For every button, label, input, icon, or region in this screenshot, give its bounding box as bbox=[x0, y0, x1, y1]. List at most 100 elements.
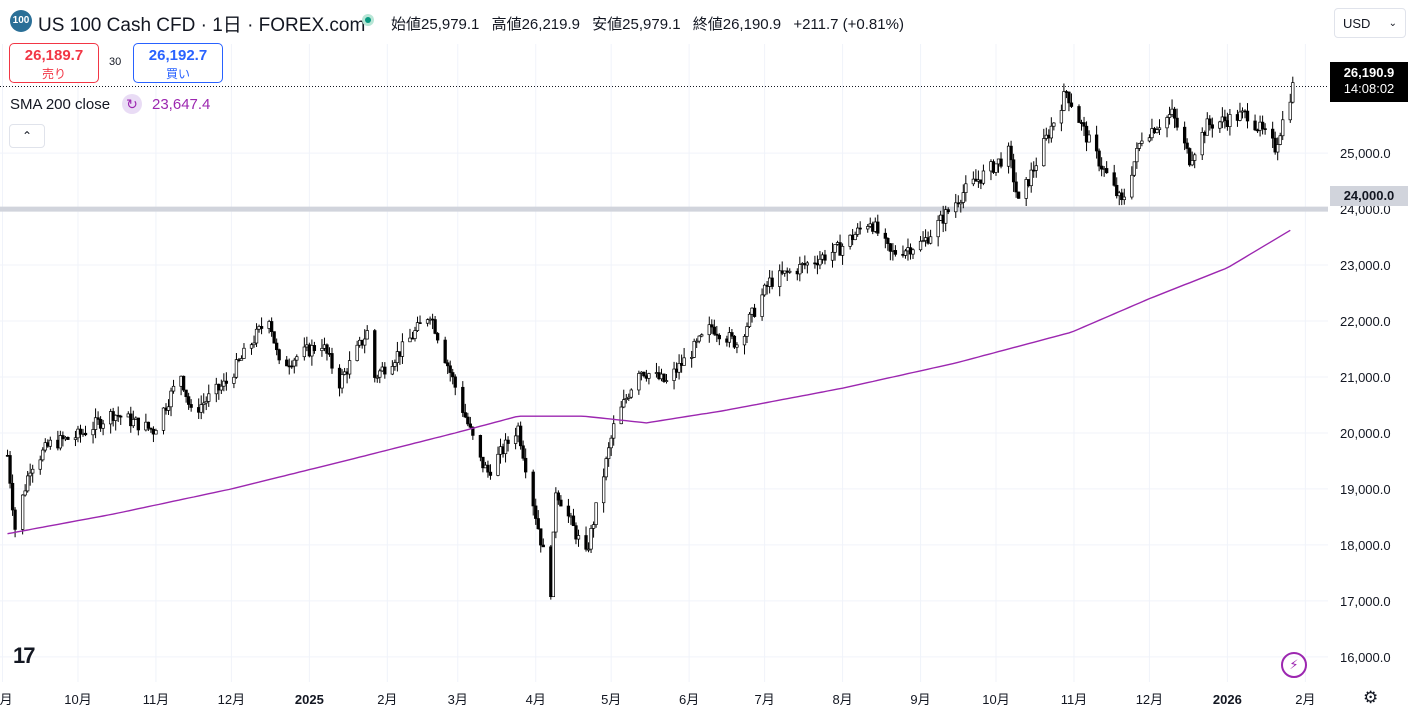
buy-price: 26,192.7 bbox=[148, 47, 208, 64]
candle-body bbox=[1172, 108, 1177, 119]
candle-body bbox=[96, 417, 100, 420]
lightning-icon[interactable]: ⚡ bbox=[1281, 652, 1307, 678]
x-tick-label: 2026 bbox=[1213, 692, 1242, 707]
candle-body bbox=[1228, 114, 1232, 127]
candle-body bbox=[1082, 122, 1086, 127]
y-tick-label: 20,000.0 bbox=[1340, 426, 1391, 441]
candle-body bbox=[1155, 129, 1159, 134]
candle-body bbox=[8, 455, 12, 484]
chart-title[interactable]: US 100 Cash CFD · 1日 · FOREX.com bbox=[38, 15, 366, 36]
candle-body bbox=[1205, 118, 1209, 136]
candle-body bbox=[524, 457, 528, 473]
refresh-icon[interactable]: ↻ bbox=[122, 94, 142, 114]
candle-body bbox=[378, 370, 382, 378]
candle-body bbox=[1130, 174, 1134, 198]
high-label: 高値 bbox=[491, 16, 522, 33]
low-value: 25,979.1 bbox=[622, 16, 681, 33]
candle-body bbox=[1105, 168, 1109, 174]
candle-body bbox=[355, 344, 359, 361]
candle-body bbox=[207, 393, 211, 402]
candle-body bbox=[239, 358, 244, 361]
candle-body bbox=[38, 459, 42, 470]
candle-body bbox=[946, 209, 950, 213]
candle-body bbox=[586, 548, 591, 551]
candle-body bbox=[1011, 159, 1016, 183]
tradingview-logo[interactable]: 17 bbox=[13, 643, 36, 668]
candle-body bbox=[994, 163, 998, 173]
x-tick-label: 5月 bbox=[601, 692, 621, 707]
candle-body bbox=[189, 404, 193, 408]
candle-body bbox=[478, 435, 483, 458]
candle-body bbox=[695, 340, 699, 343]
candle-body bbox=[742, 336, 747, 346]
candle-body bbox=[622, 399, 626, 408]
indicator-label[interactable]: SMA 200 close bbox=[10, 96, 111, 113]
candle-body bbox=[1167, 114, 1172, 118]
candle-body bbox=[1087, 134, 1091, 143]
candle-body bbox=[252, 342, 256, 346]
candle-body bbox=[717, 334, 721, 340]
candle-body bbox=[171, 385, 176, 392]
candle-body bbox=[320, 348, 324, 351]
candle-body bbox=[866, 226, 870, 230]
candle-body bbox=[840, 246, 845, 256]
candle-body bbox=[727, 332, 732, 343]
candle-body bbox=[1185, 142, 1189, 149]
candle-body bbox=[964, 183, 968, 193]
candle-body bbox=[536, 518, 540, 530]
candle-body bbox=[453, 376, 457, 388]
candle-body bbox=[408, 337, 412, 343]
candle-body bbox=[48, 439, 52, 447]
candle-body bbox=[302, 346, 306, 358]
candle-body bbox=[1182, 126, 1187, 144]
candle-body bbox=[446, 362, 450, 367]
currency-select[interactable]: USD ⌄ bbox=[1334, 8, 1406, 38]
candle-body bbox=[435, 333, 440, 341]
last-price: 26,190.9 bbox=[1343, 65, 1395, 80]
candle-body bbox=[1188, 148, 1192, 166]
candle-body bbox=[136, 417, 140, 431]
candle-body bbox=[798, 264, 802, 275]
candle-body bbox=[1067, 91, 1071, 104]
candle-body bbox=[58, 435, 63, 449]
settings-gear-icon[interactable]: ⚙ bbox=[1363, 688, 1379, 707]
candle-body bbox=[1271, 128, 1275, 139]
candle-body bbox=[1112, 172, 1116, 186]
candle-body bbox=[805, 262, 810, 266]
buy-button[interactable]: 26,192.7 買い bbox=[133, 43, 223, 83]
candle-body bbox=[1218, 121, 1222, 129]
open-label: 始値 bbox=[391, 16, 422, 33]
candle-body bbox=[1175, 117, 1179, 128]
candle-body bbox=[627, 396, 631, 399]
candle-body bbox=[375, 376, 379, 379]
x-tick-label: 4月 bbox=[526, 692, 546, 707]
candle-body bbox=[612, 423, 616, 439]
candle-body bbox=[448, 365, 452, 373]
candle-body bbox=[249, 344, 254, 349]
candle-body bbox=[1016, 191, 1021, 199]
candle-body bbox=[747, 313, 752, 327]
collapse-legend-button[interactable]: ⌃ bbox=[9, 124, 45, 148]
candle-body bbox=[114, 414, 118, 421]
candle-body bbox=[290, 365, 294, 368]
candle-body bbox=[541, 544, 545, 548]
candle-body bbox=[818, 258, 822, 266]
sell-button[interactable]: 26,189.7 売り bbox=[9, 43, 99, 83]
candle-body bbox=[488, 471, 493, 476]
candle-body bbox=[1238, 111, 1242, 121]
candle-body bbox=[131, 419, 135, 427]
candle-body bbox=[275, 342, 279, 351]
candle-body bbox=[1024, 179, 1028, 199]
x-tick-label: 2月 bbox=[377, 692, 397, 707]
symbol-icon: 100 bbox=[10, 10, 32, 32]
y-tick-label: 19,000.0 bbox=[1340, 482, 1391, 497]
candle-body bbox=[619, 406, 623, 425]
candle-body bbox=[78, 428, 83, 435]
y-tick-label: 22,000.0 bbox=[1340, 314, 1391, 329]
candle-body bbox=[425, 319, 430, 324]
spread-value: 30 bbox=[109, 56, 122, 68]
close-value: 26,190.9 bbox=[722, 16, 782, 33]
last-price-tag: 26,190.9 14:08:02 bbox=[1330, 62, 1408, 102]
candle-body bbox=[481, 456, 485, 469]
